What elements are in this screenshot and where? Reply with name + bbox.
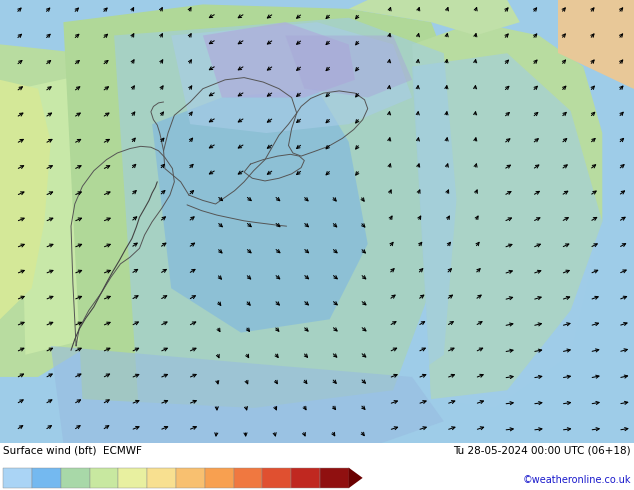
Polygon shape (63, 4, 456, 408)
Bar (320, 467, 349, 488)
Polygon shape (285, 35, 412, 98)
Bar (262, 467, 291, 488)
Polygon shape (19, 71, 139, 355)
Polygon shape (349, 0, 520, 35)
Bar (32, 467, 61, 488)
Bar (291, 467, 320, 488)
Bar (89, 467, 119, 488)
Polygon shape (558, 0, 634, 89)
Bar (205, 467, 233, 488)
Polygon shape (349, 467, 363, 488)
Bar (147, 467, 176, 488)
Polygon shape (0, 44, 114, 377)
Text: ©weatheronline.co.uk: ©weatheronline.co.uk (522, 475, 631, 485)
Polygon shape (412, 53, 602, 408)
Polygon shape (51, 346, 444, 443)
Bar (233, 467, 262, 488)
Polygon shape (114, 18, 456, 421)
Bar (176, 467, 205, 488)
Text: Surface wind (bft)  ECMWF: Surface wind (bft) ECMWF (3, 446, 142, 456)
Polygon shape (0, 0, 634, 443)
Bar (3, 467, 32, 488)
Bar (119, 467, 147, 488)
Polygon shape (0, 80, 51, 319)
Polygon shape (152, 89, 368, 333)
Text: Tu 28-05-2024 00:00 UTC (06+18): Tu 28-05-2024 00:00 UTC (06+18) (453, 446, 631, 456)
Polygon shape (412, 22, 602, 399)
Polygon shape (203, 22, 355, 98)
Bar (61, 467, 89, 488)
Polygon shape (171, 22, 412, 133)
